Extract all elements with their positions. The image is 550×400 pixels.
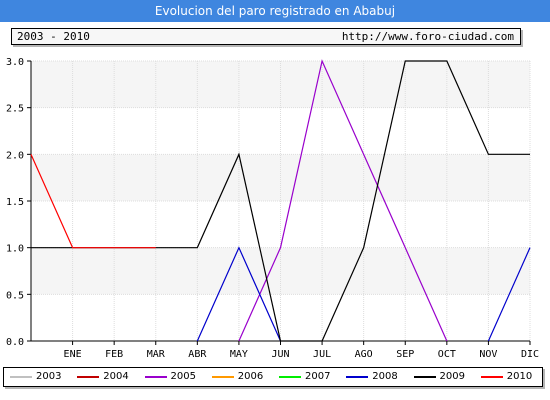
legend-item-2007: 2007 bbox=[273, 368, 340, 386]
legend-swatch bbox=[144, 376, 167, 378]
info-box: 2003 - 2010 http://www.foro-ciudad.com bbox=[11, 28, 521, 45]
series-lines bbox=[30, 59, 531, 342]
legend-item-2006: 2006 bbox=[206, 368, 273, 386]
x-tick-label: JUN bbox=[271, 349, 289, 360]
legend-swatch bbox=[346, 376, 369, 378]
x-tick-label: OCT bbox=[438, 349, 456, 360]
legend-item-2009: 2009 bbox=[408, 368, 475, 386]
y-tick-label: 0.0 bbox=[6, 337, 24, 348]
series-line-2010 bbox=[30, 154, 156, 249]
legend-label: 2007 bbox=[305, 371, 331, 382]
y-tick-label: 2.0 bbox=[6, 150, 24, 161]
legend-swatch bbox=[279, 376, 301, 378]
legend-item-2005: 2005 bbox=[139, 368, 206, 386]
x-tick-label: ENE bbox=[64, 349, 82, 360]
legend-label: 2003 bbox=[36, 371, 62, 382]
legend-swatch bbox=[413, 376, 436, 378]
x-tick-label: JUL bbox=[313, 349, 331, 360]
legend-label: 2004 bbox=[103, 371, 129, 382]
legend-item-2010: 2010 bbox=[475, 368, 542, 386]
x-tick-labels: ENE FEB MAR ABR MAY JUN JUL AGO SEP OCT NOV DIC bbox=[64, 349, 539, 360]
series-line-2005 bbox=[238, 59, 448, 342]
legend-swatch bbox=[211, 376, 234, 378]
y-tick-label: 3.0 bbox=[6, 57, 24, 68]
series-line-2008 bbox=[196, 246, 282, 342]
legend: 2003 2004 2005 2006 2007 2008 2009 2010 bbox=[3, 367, 543, 387]
legend-label: 2010 bbox=[506, 371, 533, 382]
period-label: 2003 - 2010 bbox=[17, 30, 90, 43]
y-tick-label: 1.5 bbox=[6, 197, 24, 208]
x-tick-label: FEB bbox=[105, 349, 123, 360]
gridlines bbox=[31, 60, 531, 342]
legend-label: 2005 bbox=[170, 371, 196, 382]
x-tick-label: SEP bbox=[396, 349, 414, 360]
y-tick-labels: 0.0 0.5 1.0 1.5 2.0 2.5 3.0 bbox=[6, 57, 24, 348]
legend-item-2008: 2008 bbox=[340, 368, 407, 386]
chart-title: Evolucion del paro registrado en Ababuj bbox=[0, 0, 550, 22]
legend-swatch bbox=[77, 376, 100, 378]
x-tick-label: ABR bbox=[188, 349, 207, 360]
y-tick-label: 0.5 bbox=[6, 290, 24, 301]
legend-label: 2006 bbox=[237, 371, 264, 382]
x-tick-label: NOV bbox=[479, 349, 497, 360]
x-tick-label: DIC bbox=[521, 349, 539, 360]
y-tick-label: 1.0 bbox=[6, 244, 24, 255]
x-tick-label: MAY bbox=[230, 349, 248, 360]
x-tick-label: MAR bbox=[147, 349, 166, 360]
legend-item-2003: 2003 bbox=[4, 368, 71, 386]
y-tick-label: 2.5 bbox=[6, 104, 24, 115]
series-line-2008 bbox=[487, 247, 531, 342]
legend-label: 2008 bbox=[372, 371, 398, 382]
legend-label: 2009 bbox=[439, 371, 465, 382]
source-url: http://www.foro-ciudad.com bbox=[341, 30, 514, 43]
legend-item-2004: 2004 bbox=[71, 368, 138, 386]
legend-swatch bbox=[480, 376, 503, 378]
legend-swatch bbox=[10, 376, 32, 378]
x-tick-label: AGO bbox=[355, 349, 373, 360]
